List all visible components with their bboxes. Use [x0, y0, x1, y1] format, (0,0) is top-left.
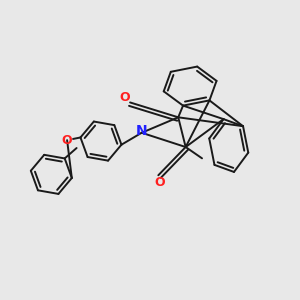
Text: O: O [62, 134, 72, 147]
Text: O: O [154, 176, 165, 189]
Text: O: O [119, 92, 130, 104]
Text: N: N [136, 124, 148, 138]
